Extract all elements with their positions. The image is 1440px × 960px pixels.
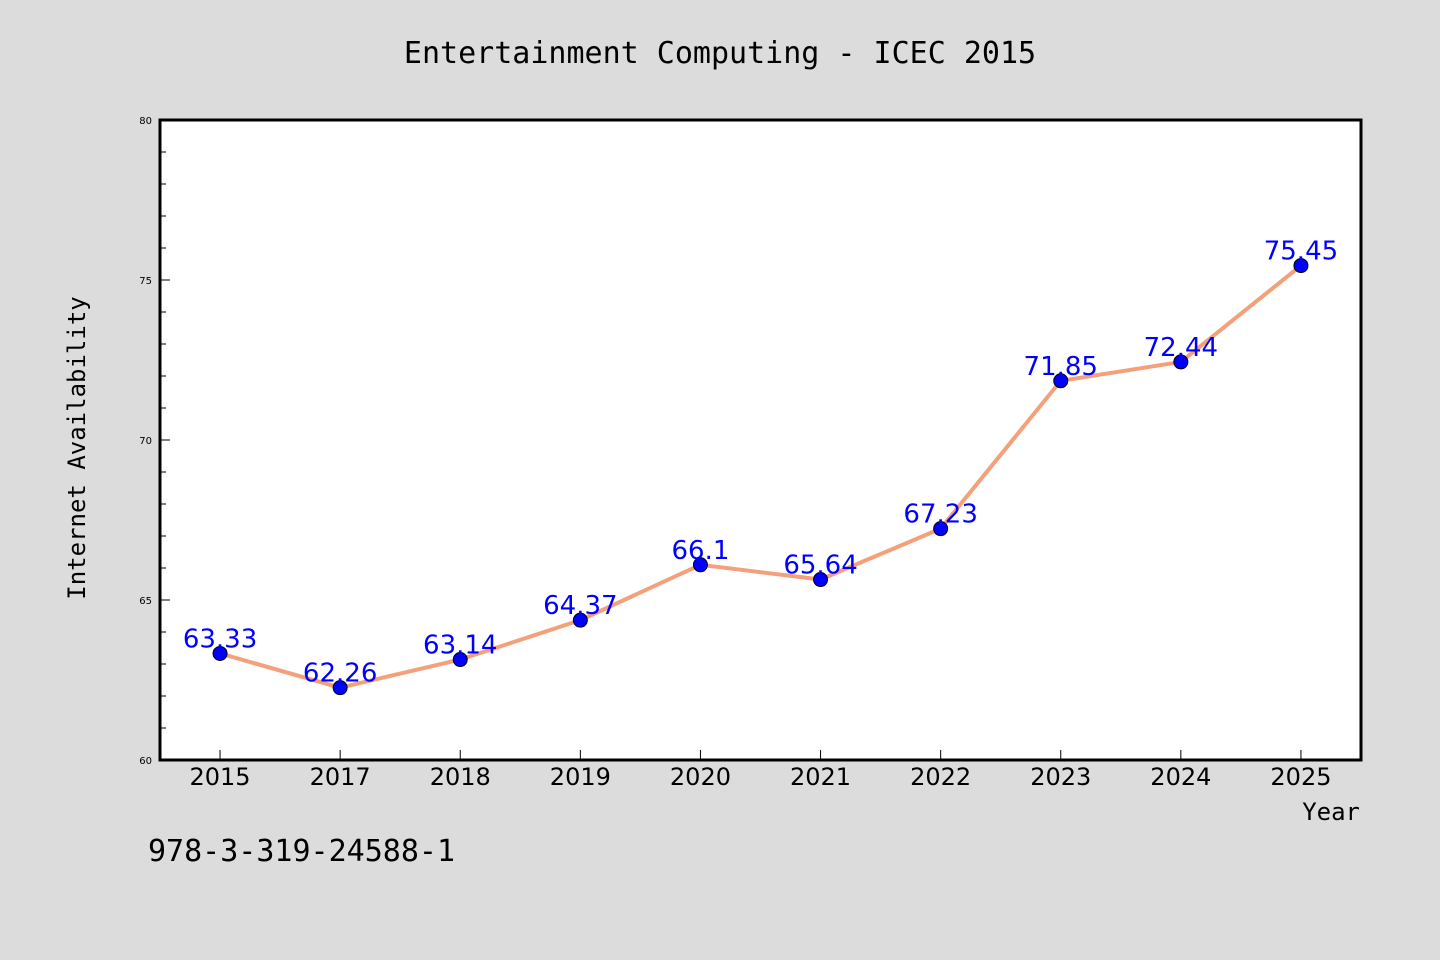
y-axis-label: Internet Availability [63,296,91,599]
data-point [572,612,588,628]
data-label: 66.1 [672,536,730,566]
data-label: 72.44 [1144,333,1218,363]
isbn-note: 978-3-319-24588-1 [148,834,456,869]
data-point [1173,354,1189,370]
data-label: 67.23 [903,500,977,530]
x-tick-label: 2021 [790,763,851,791]
y-tick-label: 75 [139,276,152,287]
x-tick-label: 2018 [430,763,491,791]
data-point [212,645,228,661]
x-tick-label: 2017 [310,763,371,791]
x-tick-label: 2020 [670,763,731,791]
data-label: 75.45 [1264,237,1338,267]
x-tick-label: 2023 [1030,763,1091,791]
x-tick-label: 2024 [1150,763,1211,791]
series-line [219,264,1303,690]
x-axis: 2015 2017 2018 2019 2020 2021 2022 2023 2024 2025 [190,750,1331,791]
data-label: 63.14 [423,631,497,661]
y-tick-label: 65 [139,596,152,607]
data-label: 62.26 [303,659,377,689]
x-tick-label: 2022 [910,763,971,791]
plot-area [158,118,1363,762]
chart-title: Entertainment Computing - ICEC 2015 [404,36,1036,71]
x-tick-label: 2015 [190,763,251,791]
data-point [813,572,829,588]
data-point [933,521,949,537]
x-tick-label: 2019 [550,763,611,791]
data-label: 65.64 [783,551,857,581]
data-label: 63.33 [183,624,257,654]
y-tick-label: 80 [139,116,152,127]
data-point [332,680,348,696]
data-label: 71.85 [1024,352,1098,382]
y-tick-label: 70 [139,436,152,447]
x-axis-label: Year [1302,798,1360,826]
data-point [1293,258,1309,274]
y-tick-label: 60 [139,756,152,767]
x-tick-label: 2025 [1270,763,1331,791]
data-point [1053,373,1069,389]
y-axis: 60 65 70 75 80 [139,116,170,767]
data-point [452,652,468,668]
data-point [692,557,708,573]
series-group: 63.33 62.26 63.14 64.37 66.1 65.64 67.23 71.85 7… [183,237,1338,696]
data-label: 64.37 [543,591,617,621]
